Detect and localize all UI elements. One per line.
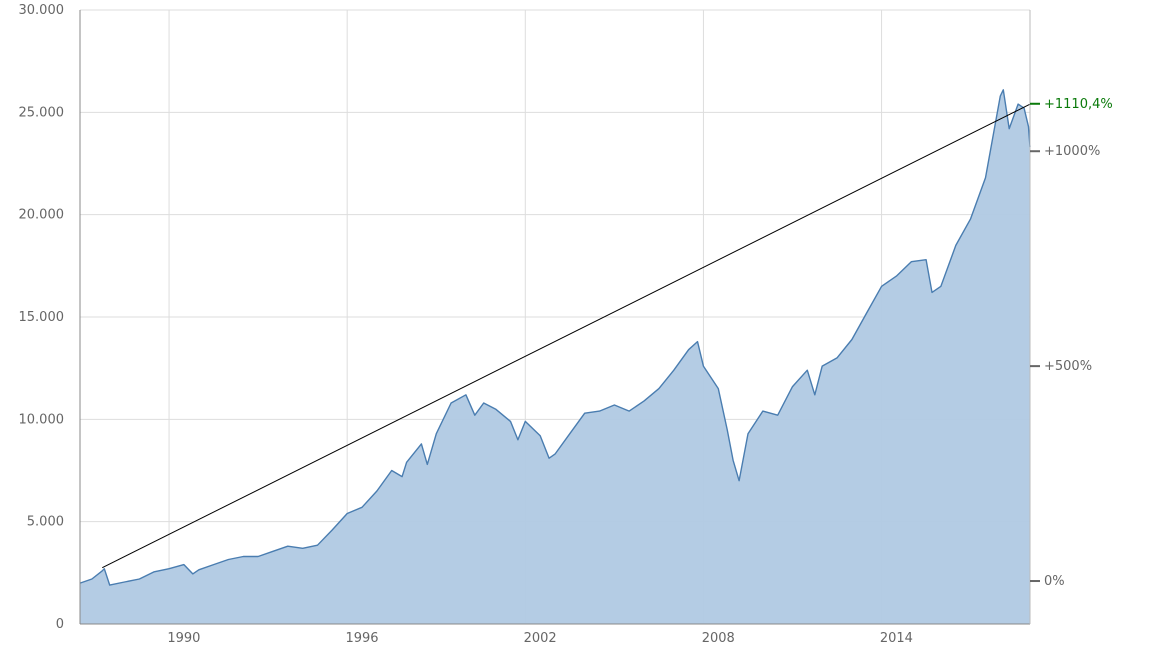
- x-tick-label: 2002: [524, 631, 557, 646]
- x-tick-label: 2008: [702, 631, 735, 646]
- series-area: [79, 89, 1031, 625]
- trend-line: [102, 103, 1031, 569]
- area-fill: [80, 89, 1030, 625]
- y-tick-label: 15.000: [19, 310, 65, 325]
- series-line: [79, 89, 1031, 586]
- percent-label: +1000%: [1044, 144, 1100, 159]
- current-percent-label: +1110,4%: [1044, 97, 1113, 112]
- x-axis-ticks: 1990 1996 2002 2008 2014: [167, 631, 913, 646]
- x-tick-label: 1990: [167, 631, 200, 646]
- percent-label: +500%: [1044, 359, 1092, 374]
- trend-line: [102, 103, 1031, 569]
- y-tick-label: 5.000: [27, 515, 64, 530]
- y-tick-label: 10.000: [19, 412, 65, 427]
- y-tick-label: 25.000: [19, 105, 65, 120]
- y-axis-ticks: 0 5.000 10.000 15.000 20.000 25.000 30.000: [19, 3, 65, 632]
- y-tick-label: 0: [56, 617, 64, 632]
- x-tick-label: 1996: [345, 631, 378, 646]
- x-tick-label: 2014: [880, 631, 913, 646]
- percent-label: 0%: [1044, 574, 1065, 589]
- axes: [79, 10, 1031, 625]
- percent-axis: 0% +500% +1000% +1110,4%: [1030, 97, 1113, 589]
- y-tick-label: 20.000: [19, 208, 65, 223]
- y-tick-label: 30.000: [19, 3, 65, 18]
